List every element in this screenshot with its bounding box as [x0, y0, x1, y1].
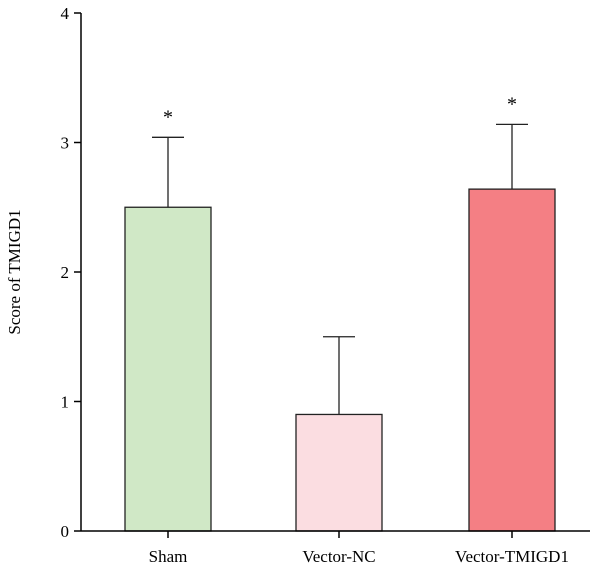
- x-tick-label: Vector-TMIGD1: [455, 547, 569, 566]
- x-axis: Sham Vector-NC Vector-TMIGD1: [81, 530, 590, 566]
- significance-mark: *: [507, 93, 517, 115]
- y-tick-label: 2: [61, 263, 70, 282]
- y-axis: 0 1 2 3 4: [61, 4, 82, 541]
- significance-mark: *: [163, 106, 173, 128]
- y-tick-label: 0: [61, 522, 70, 541]
- x-tick-label: Vector-NC: [302, 547, 375, 566]
- y-axis-title: Score of TMIGD1: [5, 209, 24, 334]
- bars: **: [124, 93, 556, 532]
- y-tick-label: 3: [61, 134, 70, 153]
- x-tick-label: Sham: [149, 547, 188, 566]
- y-tick-label: 1: [61, 393, 70, 412]
- y-tick-label: 4: [61, 4, 70, 23]
- bar: [295, 413, 383, 532]
- bar: [468, 188, 556, 532]
- bar: [124, 206, 212, 532]
